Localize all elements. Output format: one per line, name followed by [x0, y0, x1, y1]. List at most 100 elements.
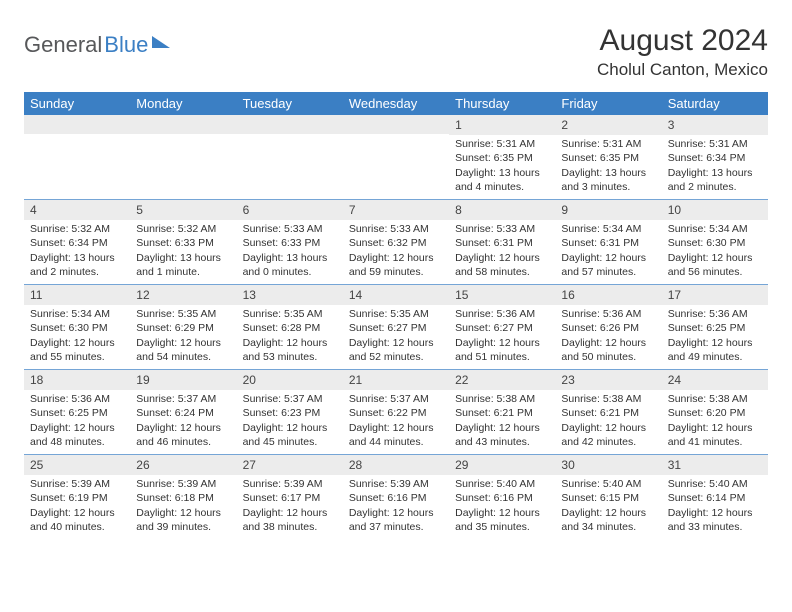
sun-info-line: Daylight: 13 hours and 2 minutes.	[668, 166, 762, 194]
sun-info-line: Sunrise: 5:38 AM	[455, 392, 549, 406]
date-number: 16	[555, 285, 661, 305]
sun-info-line: Daylight: 12 hours and 40 minutes.	[30, 506, 124, 534]
sun-info-line: Sunset: 6:21 PM	[455, 406, 549, 420]
day-cell-body: Sunrise: 5:37 AMSunset: 6:23 PMDaylight:…	[237, 390, 343, 453]
title-block: August 2024 Cholul Canton, Mexico	[597, 24, 768, 80]
day-cell: 31Sunrise: 5:40 AMSunset: 6:14 PMDayligh…	[662, 455, 768, 539]
sun-info-line: Sunset: 6:24 PM	[136, 406, 230, 420]
day-cell	[130, 115, 236, 199]
sun-info-line: Daylight: 12 hours and 46 minutes.	[136, 421, 230, 449]
sun-info-line: Daylight: 12 hours and 42 minutes.	[561, 421, 655, 449]
sun-info-line: Sunrise: 5:31 AM	[561, 137, 655, 151]
day-cell-body: Sunrise: 5:35 AMSunset: 6:27 PMDaylight:…	[343, 305, 449, 368]
sun-info-line: Daylight: 12 hours and 41 minutes.	[668, 421, 762, 449]
sun-info-line: Daylight: 12 hours and 45 minutes.	[243, 421, 337, 449]
sun-info-line: Sunset: 6:27 PM	[349, 321, 443, 335]
week-divider	[24, 454, 768, 455]
date-number: 19	[130, 370, 236, 390]
day-cell-body	[343, 134, 449, 140]
day-cell-body: Sunrise: 5:40 AMSunset: 6:14 PMDaylight:…	[662, 475, 768, 538]
sun-info-line: Sunset: 6:17 PM	[243, 491, 337, 505]
day-cell-body: Sunrise: 5:32 AMSunset: 6:34 PMDaylight:…	[24, 220, 130, 283]
sun-info-line: Sunset: 6:33 PM	[136, 236, 230, 250]
sun-info-line: Sunrise: 5:40 AM	[561, 477, 655, 491]
day-cell: 1Sunrise: 5:31 AMSunset: 6:35 PMDaylight…	[449, 115, 555, 199]
day-cell-body: Sunrise: 5:36 AMSunset: 6:26 PMDaylight:…	[555, 305, 661, 368]
day-cell: 25Sunrise: 5:39 AMSunset: 6:19 PMDayligh…	[24, 455, 130, 539]
day-cell: 26Sunrise: 5:39 AMSunset: 6:18 PMDayligh…	[130, 455, 236, 539]
day-cell: 2Sunrise: 5:31 AMSunset: 6:35 PMDaylight…	[555, 115, 661, 199]
weekday-header: Tuesday	[237, 92, 343, 115]
weekday-header: Friday	[555, 92, 661, 115]
day-cell	[24, 115, 130, 199]
sun-info-line: Sunset: 6:23 PM	[243, 406, 337, 420]
day-cell-body: Sunrise: 5:37 AMSunset: 6:22 PMDaylight:…	[343, 390, 449, 453]
sun-info-line: Sunrise: 5:40 AM	[668, 477, 762, 491]
day-cell-body: Sunrise: 5:39 AMSunset: 6:17 PMDaylight:…	[237, 475, 343, 538]
sun-info-line: Sunset: 6:25 PM	[668, 321, 762, 335]
sun-info-line: Daylight: 12 hours and 58 minutes.	[455, 251, 549, 279]
day-cell-body: Sunrise: 5:34 AMSunset: 6:31 PMDaylight:…	[555, 220, 661, 283]
week-row: 18Sunrise: 5:36 AMSunset: 6:25 PMDayligh…	[24, 370, 768, 454]
day-cell: 28Sunrise: 5:39 AMSunset: 6:16 PMDayligh…	[343, 455, 449, 539]
day-cell-body: Sunrise: 5:31 AMSunset: 6:35 PMDaylight:…	[449, 135, 555, 198]
date-number: 23	[555, 370, 661, 390]
logo: GeneralBlue	[24, 24, 170, 58]
day-cell-body: Sunrise: 5:37 AMSunset: 6:24 PMDaylight:…	[130, 390, 236, 453]
day-cell: 11Sunrise: 5:34 AMSunset: 6:30 PMDayligh…	[24, 285, 130, 369]
day-cell: 7Sunrise: 5:33 AMSunset: 6:32 PMDaylight…	[343, 200, 449, 284]
sun-info-line: Daylight: 13 hours and 2 minutes.	[30, 251, 124, 279]
sun-info-line: Sunrise: 5:36 AM	[455, 307, 549, 321]
sun-info-line: Daylight: 12 hours and 38 minutes.	[243, 506, 337, 534]
sun-info-line: Sunset: 6:20 PM	[668, 406, 762, 420]
day-cell: 3Sunrise: 5:31 AMSunset: 6:34 PMDaylight…	[662, 115, 768, 199]
date-number: 24	[662, 370, 768, 390]
day-cell-body: Sunrise: 5:38 AMSunset: 6:21 PMDaylight:…	[449, 390, 555, 453]
date-number: 1	[449, 115, 555, 135]
day-cell: 16Sunrise: 5:36 AMSunset: 6:26 PMDayligh…	[555, 285, 661, 369]
sun-info-line: Sunset: 6:31 PM	[561, 236, 655, 250]
sun-info-line: Daylight: 12 hours and 50 minutes.	[561, 336, 655, 364]
sun-info-line: Sunrise: 5:33 AM	[349, 222, 443, 236]
day-cell: 22Sunrise: 5:38 AMSunset: 6:21 PMDayligh…	[449, 370, 555, 454]
day-cell-body: Sunrise: 5:39 AMSunset: 6:19 PMDaylight:…	[24, 475, 130, 538]
day-cell-body: Sunrise: 5:36 AMSunset: 6:25 PMDaylight:…	[24, 390, 130, 453]
sun-info-line: Sunset: 6:30 PM	[668, 236, 762, 250]
sun-info-line: Sunrise: 5:36 AM	[561, 307, 655, 321]
sun-info-line: Daylight: 12 hours and 34 minutes.	[561, 506, 655, 534]
sun-info-line: Daylight: 12 hours and 52 minutes.	[349, 336, 443, 364]
calendar-page: GeneralBlue August 2024 Cholul Canton, M…	[0, 0, 792, 539]
sun-info-line: Sunrise: 5:32 AM	[136, 222, 230, 236]
sun-info-line: Sunset: 6:25 PM	[30, 406, 124, 420]
date-number: 6	[237, 200, 343, 220]
day-cell: 6Sunrise: 5:33 AMSunset: 6:33 PMDaylight…	[237, 200, 343, 284]
sun-info-line: Daylight: 12 hours and 48 minutes.	[30, 421, 124, 449]
sun-info-line: Sunrise: 5:33 AM	[243, 222, 337, 236]
date-number: 26	[130, 455, 236, 475]
day-cell: 21Sunrise: 5:37 AMSunset: 6:22 PMDayligh…	[343, 370, 449, 454]
date-number	[24, 115, 130, 134]
date-number: 21	[343, 370, 449, 390]
date-number: 20	[237, 370, 343, 390]
sun-info-line: Daylight: 13 hours and 3 minutes.	[561, 166, 655, 194]
day-cell: 14Sunrise: 5:35 AMSunset: 6:27 PMDayligh…	[343, 285, 449, 369]
date-number: 25	[24, 455, 130, 475]
sun-info-line: Sunrise: 5:40 AM	[455, 477, 549, 491]
sun-info-line: Daylight: 12 hours and 37 minutes.	[349, 506, 443, 534]
date-number: 12	[130, 285, 236, 305]
sun-info-line: Daylight: 12 hours and 51 minutes.	[455, 336, 549, 364]
week-row: 4Sunrise: 5:32 AMSunset: 6:34 PMDaylight…	[24, 200, 768, 284]
sun-info-line: Sunset: 6:31 PM	[455, 236, 549, 250]
day-cell: 10Sunrise: 5:34 AMSunset: 6:30 PMDayligh…	[662, 200, 768, 284]
date-number: 22	[449, 370, 555, 390]
day-cell-body: Sunrise: 5:32 AMSunset: 6:33 PMDaylight:…	[130, 220, 236, 283]
day-cell: 23Sunrise: 5:38 AMSunset: 6:21 PMDayligh…	[555, 370, 661, 454]
sun-info-line: Sunrise: 5:39 AM	[30, 477, 124, 491]
weekday-header: Monday	[130, 92, 236, 115]
logo-text-2: Blue	[104, 32, 148, 58]
sun-info-line: Sunrise: 5:37 AM	[243, 392, 337, 406]
sun-info-line: Daylight: 13 hours and 0 minutes.	[243, 251, 337, 279]
sun-info-line: Daylight: 12 hours and 54 minutes.	[136, 336, 230, 364]
sun-info-line: Sunset: 6:30 PM	[30, 321, 124, 335]
day-cell-body	[24, 134, 130, 140]
